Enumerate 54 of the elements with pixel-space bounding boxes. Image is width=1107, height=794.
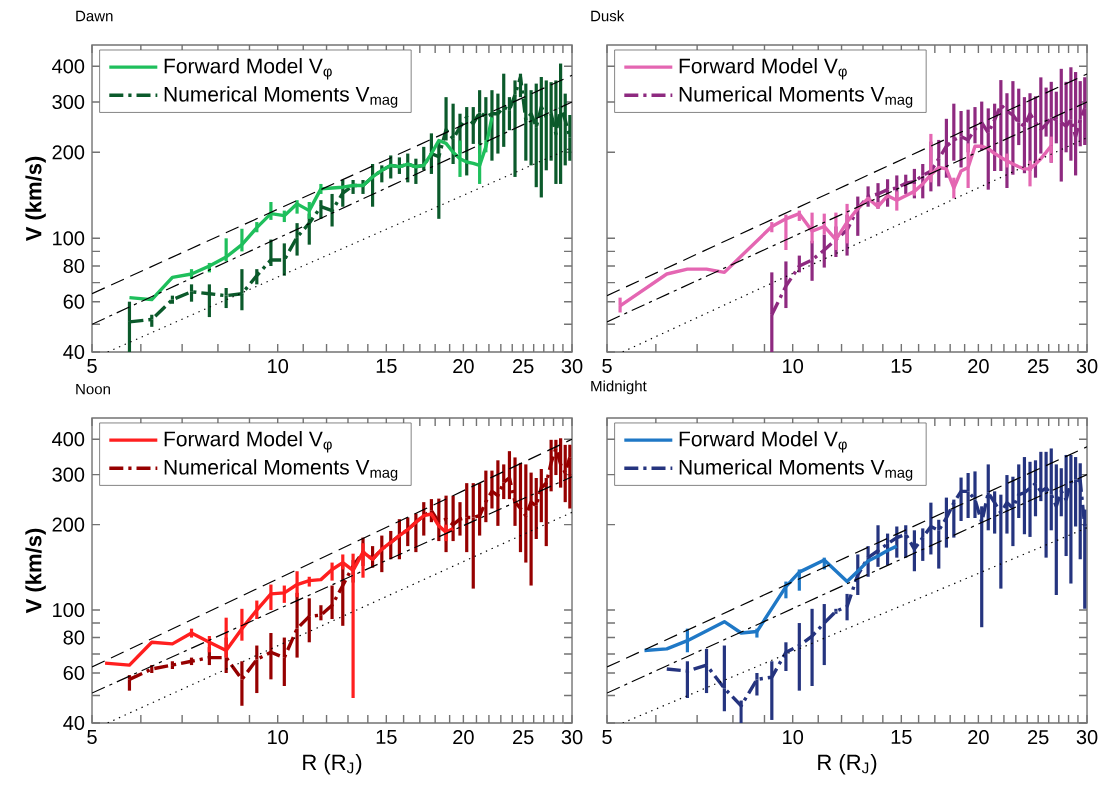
x-tick-label: 10 (268, 730, 289, 745)
chart-title: Dawn (76, 10, 113, 22)
legend-label: Forward Model V$_{φ}$ (164, 58, 332, 80)
y-tick-label: 400 (52, 59, 85, 74)
y-tick-label: 40 (63, 715, 85, 731)
y-tick-label: 80 (63, 630, 85, 645)
y-tick-label: 60 (63, 665, 85, 681)
legend-label: Numerical Moments V$_{mag}$ (679, 459, 913, 481)
chart-title: Midnight (591, 380, 647, 395)
y-tick-label: 400 (52, 432, 85, 447)
chart-title: Dusk (591, 10, 625, 22)
legend-label: Numerical Moments V$_{mag}$ (679, 86, 913, 108)
x-tick-label: 5 (87, 359, 97, 374)
chart-title: Noon (76, 383, 110, 395)
x-tick-label: 30 (1076, 730, 1098, 745)
x-tick-label: 20 (968, 359, 989, 374)
y-tick-label: 80 (63, 258, 85, 274)
x-axis-title: R (R$_{J}$) (818, 753, 877, 775)
x-tick-label: 30 (561, 359, 583, 374)
y-axis-title: V (km/s) (25, 528, 46, 614)
x-tick-label: 20 (453, 359, 474, 374)
x-tick-label: 25 (513, 359, 534, 374)
y-axis-title: V (km/s) (25, 156, 46, 242)
legend-label: Numerical Moments V$_{mag}$ (164, 86, 398, 108)
x-tick-label: 25 (1028, 359, 1049, 374)
y-tick-label: 60 (63, 294, 85, 309)
y-tick-label: 40 (63, 344, 85, 360)
x-tick-label: 25 (513, 730, 534, 745)
x-tick-label: 10 (783, 359, 804, 374)
x-tick-label: 5 (602, 730, 612, 745)
x-tick-label: 30 (561, 730, 583, 745)
x-tick-label: 15 (376, 730, 397, 745)
y-tick-label: 200 (52, 145, 85, 160)
legend-label: Forward Model V$_{φ}$ (164, 430, 332, 453)
x-tick-label: 5 (87, 730, 97, 745)
legend-label: Forward Model V$_{φ}$ (679, 430, 847, 453)
x-tick-label: 20 (968, 730, 989, 745)
x-tick-label: 15 (376, 359, 397, 374)
x-tick-label: 10 (268, 359, 289, 374)
x-tick-label: 10 (783, 730, 804, 745)
x-axis-title: R (R$_{J}$) (303, 753, 362, 775)
y-tick-label: 200 (52, 517, 85, 532)
y-tick-label: 100 (53, 602, 85, 618)
legend-label: Forward Model V$_{φ}$ (679, 58, 847, 80)
x-tick-label: 25 (1028, 730, 1049, 745)
x-tick-label: 20 (453, 730, 474, 745)
x-tick-label: 15 (891, 359, 912, 374)
y-tick-label: 100 (53, 231, 85, 246)
x-tick-label: 30 (1076, 359, 1098, 374)
y-tick-label: 300 (52, 94, 85, 110)
legend-label: Numerical Moments V$_{mag}$ (164, 459, 398, 481)
x-tick-label: 5 (602, 359, 612, 374)
x-tick-label: 15 (891, 730, 912, 745)
y-tick-label: 300 (52, 467, 85, 482)
